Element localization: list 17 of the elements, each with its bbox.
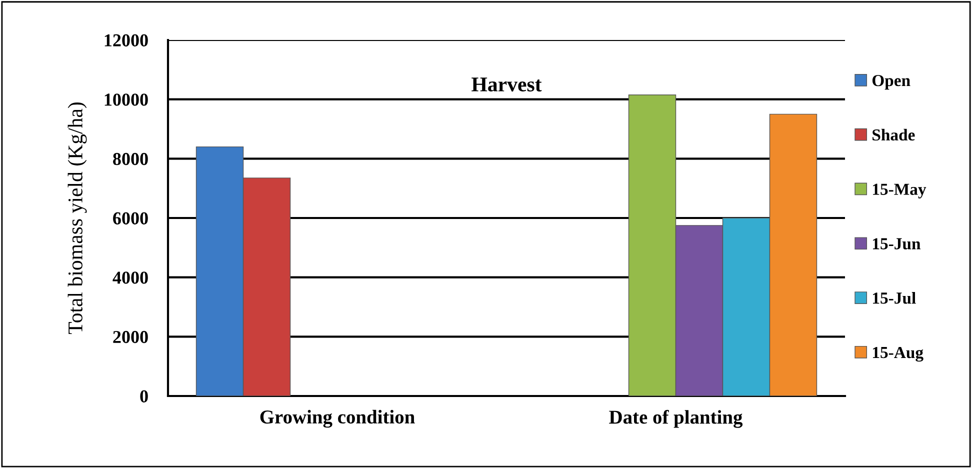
y-tick-label: 2000 [113,330,148,344]
y-tick-label: 6000 [113,212,148,224]
y-axis-title: Total biomass yield (Kg/ha) [68,102,87,334]
y-tick-label: 10000 [104,94,148,106]
y-tick-label: 0 [140,390,148,402]
y-tick-label: 4000 [112,272,148,284]
legend-label: 15-May [873,184,926,198]
text: Harvest [472,78,542,92]
x-tick-label: Date of planting [609,410,743,428]
x-tick-label: Growing condition [260,410,415,428]
legend-label: Open [872,74,910,90]
y-tick-label: 12000 [104,34,148,46]
legend-label: 15-Jun [873,238,921,250]
legend-label: Shade [872,128,915,141]
legend-label: 15-Jul [873,292,916,304]
y-tick-label: 8000 [113,152,148,166]
legend-label: 15-Aug [873,346,924,362]
